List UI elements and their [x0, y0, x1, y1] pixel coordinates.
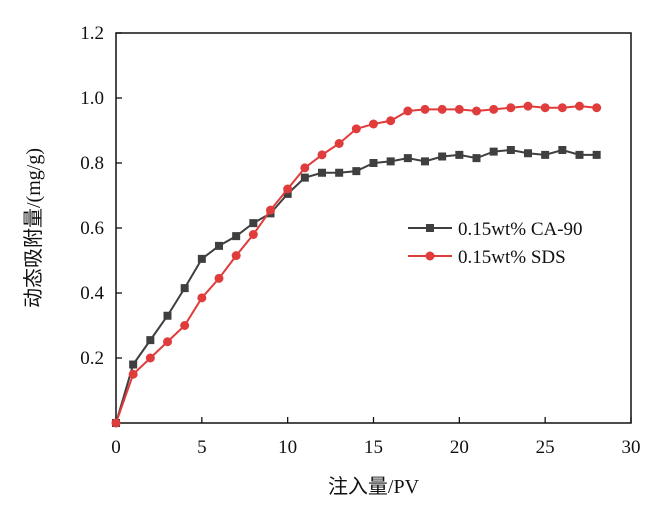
data-point	[283, 184, 293, 194]
data-point	[420, 104, 430, 114]
data-point	[197, 293, 207, 303]
data-point	[231, 251, 241, 261]
y-tick-label: 1.2	[80, 23, 104, 44]
data-point	[317, 150, 327, 160]
data-point	[506, 146, 515, 154]
data-point	[454, 104, 464, 114]
data-point	[421, 157, 429, 166]
data-point	[541, 150, 550, 159]
data-point	[524, 149, 532, 158]
data-point	[334, 139, 344, 148]
y-tick-label: 0.4	[80, 283, 104, 304]
axis-ticks: 0 5 10 15 20 25 30 0.2 0.4 0.6 0.8 1.0 1.2	[80, 23, 640, 458]
legend: 0.15wt% CA-90 0.15wt% SDS	[408, 219, 583, 268]
data-point	[248, 230, 258, 239]
x-tick-label: 10	[278, 437, 297, 458]
data-point	[523, 101, 533, 111]
data-point	[489, 147, 498, 156]
data-point	[386, 116, 396, 126]
legend-swatch-marker	[425, 251, 435, 261]
data-point	[215, 241, 223, 250]
legend-item-sds: 0.15wt% SDS	[408, 247, 566, 268]
data-point	[506, 103, 516, 113]
data-point	[592, 103, 602, 113]
data-point	[558, 146, 567, 154]
data-point	[283, 189, 292, 198]
data-point	[472, 106, 481, 116]
data-point	[232, 232, 241, 241]
data-point	[352, 167, 361, 176]
x-tick-label: 0	[111, 437, 121, 458]
data-point	[369, 159, 378, 167]
legend-swatch-marker	[426, 224, 434, 232]
legend-label: 0.15wt% SDS	[458, 247, 566, 268]
data-point	[128, 369, 138, 379]
data-point	[129, 360, 138, 369]
data-point	[180, 284, 189, 293]
data-point	[318, 168, 326, 177]
data-point	[180, 321, 190, 330]
data-point	[437, 104, 447, 114]
data-point	[386, 157, 395, 166]
data-point	[489, 104, 499, 114]
data-point	[575, 101, 584, 111]
y-tick-label: 0.2	[80, 348, 104, 369]
data-point	[403, 106, 413, 116]
data-point	[300, 173, 309, 182]
data-point	[592, 150, 601, 159]
data-point	[163, 311, 172, 320]
x-tick-label: 30	[622, 437, 641, 458]
x-axis-title: 注入量/PV	[328, 475, 420, 498]
y-tick-label: 0.6	[80, 218, 104, 239]
data-point	[335, 168, 344, 177]
legend-item-ca90: 0.15wt% CA-90	[408, 219, 583, 240]
data-point	[472, 154, 481, 163]
data-point	[146, 336, 155, 345]
series-sds	[111, 101, 602, 428]
x-tick-label: 5	[197, 437, 207, 458]
x-tick-label: 25	[536, 437, 555, 458]
y-tick-label: 1.0	[80, 88, 104, 109]
data-point	[540, 103, 550, 113]
y-axis-title: 动态吸附量/(mg/g)	[22, 148, 45, 308]
data-point	[403, 154, 412, 163]
data-point	[369, 119, 378, 129]
data-point	[111, 418, 121, 428]
data-point	[300, 163, 310, 173]
data-point	[214, 273, 224, 283]
data-point	[438, 152, 447, 161]
legend-label: 0.15wt% CA-90	[458, 219, 583, 240]
x-tick-label: 20	[450, 437, 469, 458]
data-point	[455, 150, 464, 159]
data-point	[557, 103, 567, 113]
data-point	[145, 353, 155, 363]
data-point	[351, 124, 361, 134]
data-point	[197, 254, 206, 263]
data-point	[249, 219, 258, 228]
series-layer	[111, 101, 602, 428]
series-ca90	[112, 146, 601, 427]
x-tick-label: 15	[364, 437, 383, 458]
data-point	[266, 205, 275, 215]
data-point	[163, 337, 172, 347]
y-tick-label: 0.8	[80, 153, 104, 174]
data-point	[575, 150, 584, 159]
